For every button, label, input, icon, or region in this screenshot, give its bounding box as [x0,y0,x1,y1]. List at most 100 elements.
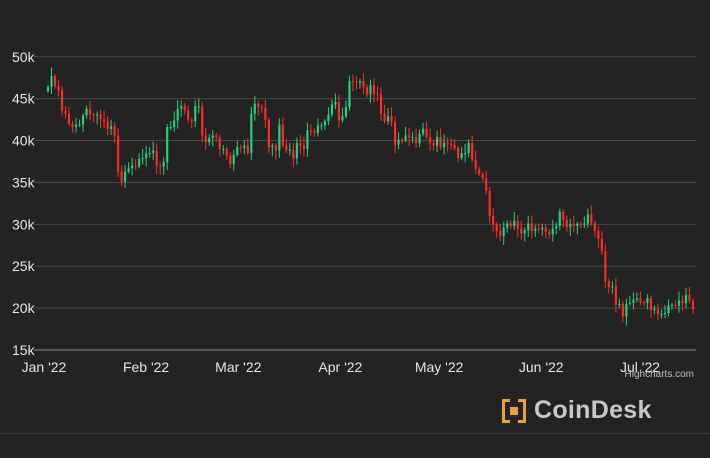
candlestick-series [46,67,695,326]
candle-body [113,126,116,136]
candle-body [211,135,214,139]
candle-body [197,106,200,108]
x-tick-label: Jun '22 [519,359,564,375]
x-axis-labels: Jan '22 Feb '22 Mar '22 Apr '22 May '22 Jun '… [22,359,661,375]
divider [0,433,710,434]
candle-body [166,127,169,163]
candle-body [646,298,649,304]
candle-body [390,116,393,123]
candle-body [579,223,582,225]
candle-body [688,294,691,301]
candle-body [439,137,442,148]
candle-body [590,214,593,223]
candle-body [625,303,628,317]
candle-body [337,102,341,121]
candle-body [288,149,291,151]
candle-body [663,313,667,315]
candle-body [400,139,404,141]
chart-credits[interactable]: Highcharts.com [624,369,694,380]
candle-body [351,81,355,83]
candle-body [88,108,92,115]
candle-body [110,126,113,129]
candle-body [67,113,71,124]
candle-body [292,149,295,159]
candle-body [208,138,211,143]
x-tick-label: Feb '22 [123,359,169,375]
y-tick-label: 35k [12,174,36,190]
candlestick-chart: 15k 20k 25k 30k 35k 40k 45k 50k Jan '22 Feb '22 M… [12,49,696,375]
candle-body [604,251,607,282]
candle-body [425,128,428,138]
candle-body [684,294,688,304]
candle-body [674,304,677,306]
candle-body [204,135,207,143]
y-tick-label: 30k [12,216,36,232]
candle-body [379,94,383,114]
candle-body [677,300,681,306]
candle-body [593,222,596,232]
candle-body [369,85,372,95]
candle-body [74,124,78,128]
candle-body [124,171,127,182]
candle-body [436,137,439,146]
candle-body [152,150,155,154]
candle-body [407,135,411,138]
candle-body [656,308,660,314]
candle-body [344,107,348,117]
candle-body [492,215,495,225]
candle-body [457,148,460,159]
candle-body [639,298,642,303]
candle-body [488,190,491,216]
candle-body [551,228,554,235]
x-tick-label: Mar '22 [215,359,261,375]
candle-body [649,298,653,310]
y-tick-label: 40k [12,133,36,149]
candle-body [443,143,446,148]
candle-body [376,93,379,95]
candle-body [516,220,519,229]
candle-body [120,171,123,182]
candle-body [362,81,365,87]
candle-body [138,158,141,167]
candle-body [173,120,176,128]
candle-body [169,127,172,129]
candle-body [474,159,477,170]
candle-body [358,81,362,83]
candle-body [628,303,631,305]
candle-body [232,154,235,164]
candle-body [134,165,137,167]
candle-body [495,224,498,232]
candle-body [611,286,614,288]
candle-body [478,169,481,175]
candle-body [614,286,617,305]
candle-body [225,148,228,156]
candle-body [534,228,537,232]
candle-body [499,231,502,237]
candle-body [481,174,484,179]
candle-body [411,137,414,139]
candle-body [187,110,190,120]
candle-body [404,135,407,141]
candle-body [306,130,309,149]
y-tick-label: 15k [12,342,36,358]
candle-body [334,102,337,105]
candle-body [523,230,526,234]
candle-body [471,143,474,160]
candle-body [106,121,109,129]
candle-body [365,86,369,95]
candle-body [460,153,463,159]
candle-body [50,76,53,87]
candle-body [264,107,267,120]
candle-body [635,298,638,300]
candle-body [285,145,288,151]
candle-body [527,223,530,231]
x-tick-label: Apr '22 [318,359,362,375]
candle-body [558,211,561,226]
candle-body [544,227,547,232]
candle-body [201,106,204,136]
candle-body [372,85,376,94]
candle-body [257,103,260,108]
candle-body [299,143,302,146]
candle-body [576,223,579,226]
candle-body [320,125,323,127]
